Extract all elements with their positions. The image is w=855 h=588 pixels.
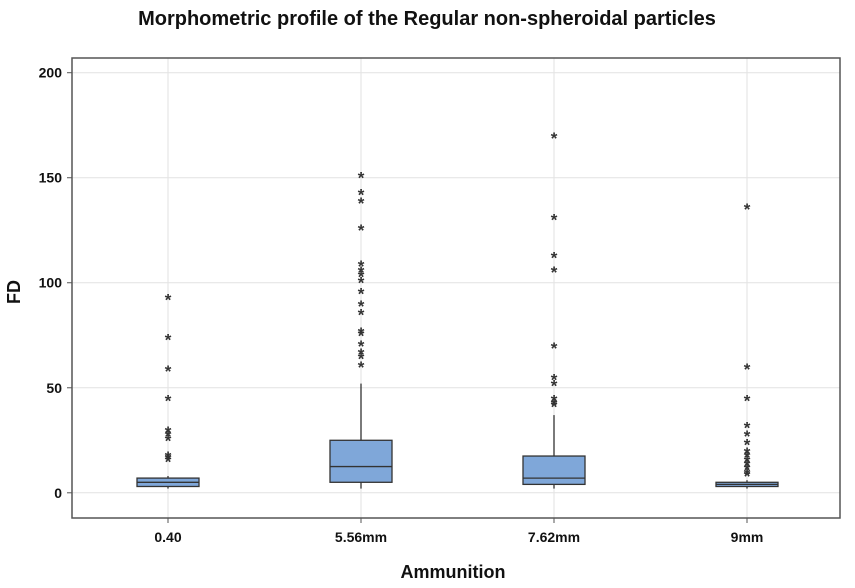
iqr-box: [522, 455, 586, 486]
y-tick-label: 150: [39, 170, 63, 186]
outlier-point: *: [358, 274, 365, 293]
outlier-point: *: [358, 297, 365, 316]
outlier-point: *: [358, 337, 365, 356]
outlier-point: *: [551, 396, 558, 415]
outlier-point: *: [551, 391, 558, 410]
y-tick-label: 200: [39, 65, 63, 81]
outlier-point: *: [165, 291, 172, 310]
outlier-point: *: [744, 465, 751, 484]
iqr-box: [329, 439, 393, 483]
x-tick-label: 7.62mm: [528, 529, 580, 545]
outlier-point: *: [165, 452, 172, 471]
outlier-point: *: [744, 467, 751, 486]
outlier-point: *: [165, 448, 172, 467]
outlier-point: *: [165, 391, 172, 410]
outlier-point: *: [358, 257, 365, 276]
outlier-point: *: [744, 427, 751, 446]
box-layer: [136, 383, 779, 489]
x-tick-labels: 0.40 5.56mm 7.62mm 9mm: [154, 518, 763, 545]
outlier-point: *: [744, 444, 751, 463]
outlier-layer: ****************************************…: [165, 129, 751, 486]
y-axis-label: FD: [4, 280, 24, 304]
outlier-point: *: [551, 377, 558, 396]
outlier-point: *: [358, 267, 365, 286]
outlier-point: *: [358, 194, 365, 213]
outlier-point: *: [551, 398, 558, 417]
y-tick-label: 50: [46, 380, 62, 396]
outlier-point: *: [744, 448, 751, 467]
x-tick-label: 5.56mm: [335, 529, 387, 545]
gridlines: [72, 58, 840, 518]
outlier-point: *: [358, 345, 365, 364]
outlier-point: *: [551, 249, 558, 268]
chart-title: Morphometric profile of the Regular non-…: [138, 8, 716, 30]
outlier-point: *: [358, 326, 365, 345]
y-tick-label: 100: [39, 275, 63, 291]
outlier-point: *: [358, 263, 365, 282]
outlier-point: *: [358, 358, 365, 377]
outlier-point: *: [551, 339, 558, 358]
outlier-point: *: [165, 362, 172, 381]
outlier-point: *: [358, 169, 365, 188]
outlier-point: *: [165, 330, 172, 349]
outlier-point: *: [358, 186, 365, 205]
outlier-point: *: [358, 284, 365, 303]
outlier-point: *: [551, 370, 558, 389]
outlier-point: *: [744, 200, 751, 219]
outlier-point: *: [744, 452, 751, 471]
outlier-point: *: [358, 324, 365, 343]
outlier-point: *: [358, 305, 365, 324]
outlier-point: *: [165, 423, 172, 442]
plot-frame: [71, 57, 841, 519]
outlier-point: *: [744, 461, 751, 480]
outlier-point: *: [551, 211, 558, 230]
x-axis-label: Ammunition: [401, 562, 506, 582]
y-tick-labels: 0 50 100 150 200: [39, 65, 72, 501]
outlier-point: *: [744, 419, 751, 438]
x-tick-label: 0.40: [154, 529, 181, 545]
outlier-point: *: [744, 391, 751, 410]
y-tick-label: 0: [54, 485, 62, 501]
outlier-point: *: [358, 349, 365, 368]
outlier-point: *: [165, 431, 172, 450]
outlier-point: *: [744, 360, 751, 379]
outlier-point: *: [551, 263, 558, 282]
outlier-point: *: [165, 427, 172, 446]
x-tick-label: 9mm: [731, 529, 764, 545]
outlier-point: *: [744, 435, 751, 454]
outlier-point: *: [165, 450, 172, 469]
outlier-point: *: [551, 129, 558, 148]
outlier-point: *: [744, 456, 751, 475]
outlier-point: *: [358, 221, 365, 240]
